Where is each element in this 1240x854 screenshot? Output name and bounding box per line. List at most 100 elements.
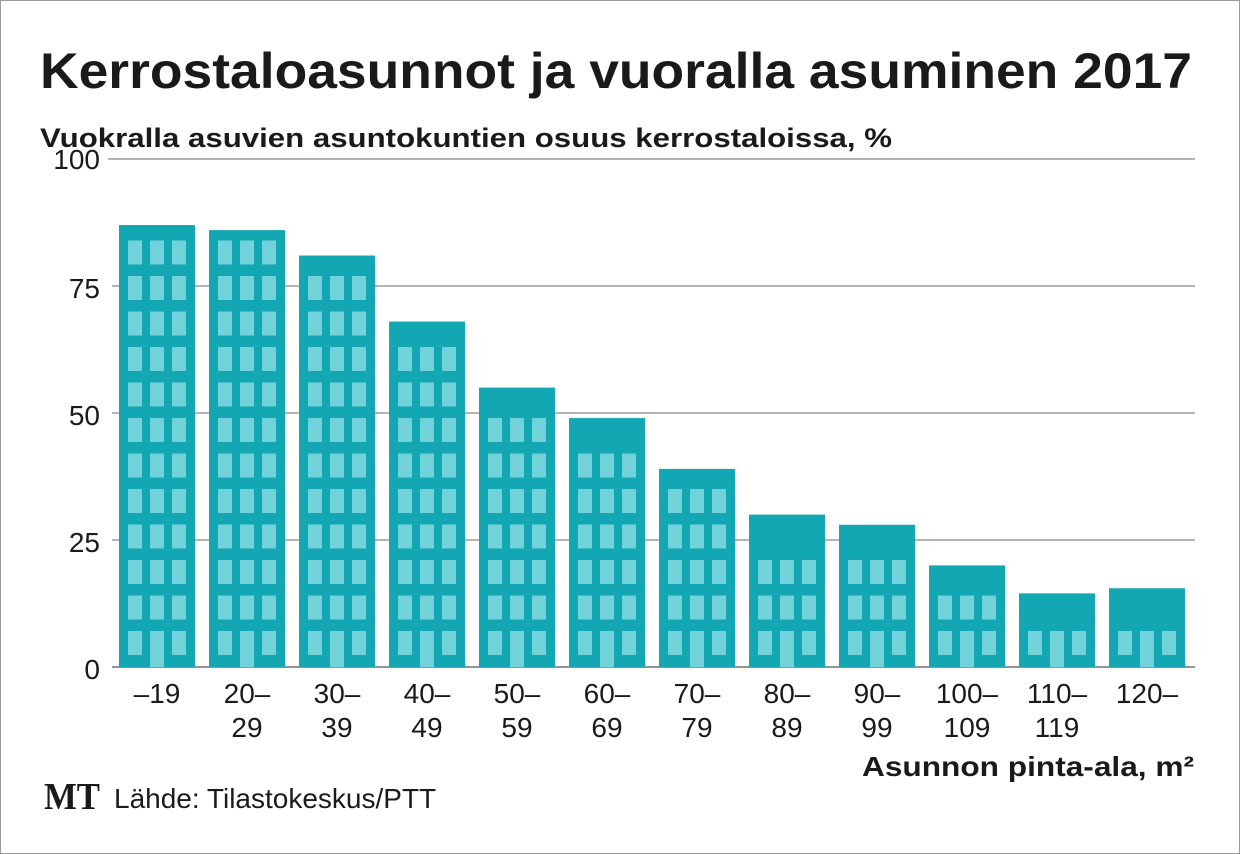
window [262,382,276,407]
window [172,347,186,371]
window [960,631,974,667]
window [352,560,366,584]
window [960,595,974,620]
x-tick-label: 50– [494,678,541,709]
window [622,631,636,655]
window [172,311,186,336]
window [532,560,546,584]
window [240,560,254,584]
window [128,631,142,655]
window [848,560,862,584]
source: Lähde: Tilastokeskus/PTT [114,783,436,814]
window [420,347,434,371]
window [1072,631,1086,655]
window [578,524,592,549]
window [308,276,322,300]
window [398,418,412,442]
window [150,595,164,620]
window [398,382,412,407]
window [622,595,636,620]
window [420,453,434,478]
window [308,560,322,584]
chart-subtitle: Vuokralla asuvien asuntokuntien osuus ke… [40,123,892,153]
window [262,418,276,442]
window [128,240,142,265]
window [218,276,232,300]
y-tick-label: 75 [69,273,100,304]
window [330,276,344,300]
window [622,560,636,584]
window [330,524,344,549]
window [510,595,524,620]
window [758,595,772,620]
window [308,631,322,655]
window [488,595,502,620]
window [1162,631,1176,655]
window [420,382,434,407]
window [578,560,592,584]
window [1140,631,1154,667]
window [398,347,412,371]
x-tick-label: 70– [674,678,721,709]
window [488,489,502,513]
window [600,524,614,549]
window [442,453,456,478]
window [262,276,276,300]
window [532,453,546,478]
window [420,631,434,667]
window [420,560,434,584]
window [330,560,344,584]
x-tick-label: 29 [231,712,262,743]
x-tick-label: 69 [591,712,622,743]
window [600,595,614,620]
window [240,347,254,371]
window [488,560,502,584]
window [892,595,906,620]
window [532,418,546,442]
window [352,382,366,407]
window [172,453,186,478]
bar [209,230,285,667]
x-tick-label: 109 [944,712,991,743]
window [150,418,164,442]
x-tick-label: 99 [861,712,892,743]
window [488,524,502,549]
window [172,631,186,655]
window [172,489,186,513]
window [150,276,164,300]
window [622,489,636,513]
window [172,240,186,265]
window [240,631,254,667]
window [398,595,412,620]
window [330,311,344,336]
window [870,560,884,584]
x-tick-label: 39 [321,712,352,743]
window [510,453,524,478]
window [330,631,344,667]
window [758,560,772,584]
window [802,595,816,620]
window [510,631,524,667]
window [262,524,276,549]
window [240,524,254,549]
window [352,631,366,655]
window [308,311,322,336]
x-tick-label: 119 [1035,712,1080,743]
x-tick-label: 89 [771,712,802,743]
window [712,489,726,513]
window [532,631,546,655]
window [128,489,142,513]
window [128,311,142,336]
logo: MT [44,776,100,818]
window [330,595,344,620]
window [780,595,794,620]
window [262,347,276,371]
window [262,560,276,584]
window [352,276,366,300]
window [218,453,232,478]
window [510,489,524,513]
y-tick-label: 0 [84,654,100,685]
window [218,311,232,336]
window [218,524,232,549]
